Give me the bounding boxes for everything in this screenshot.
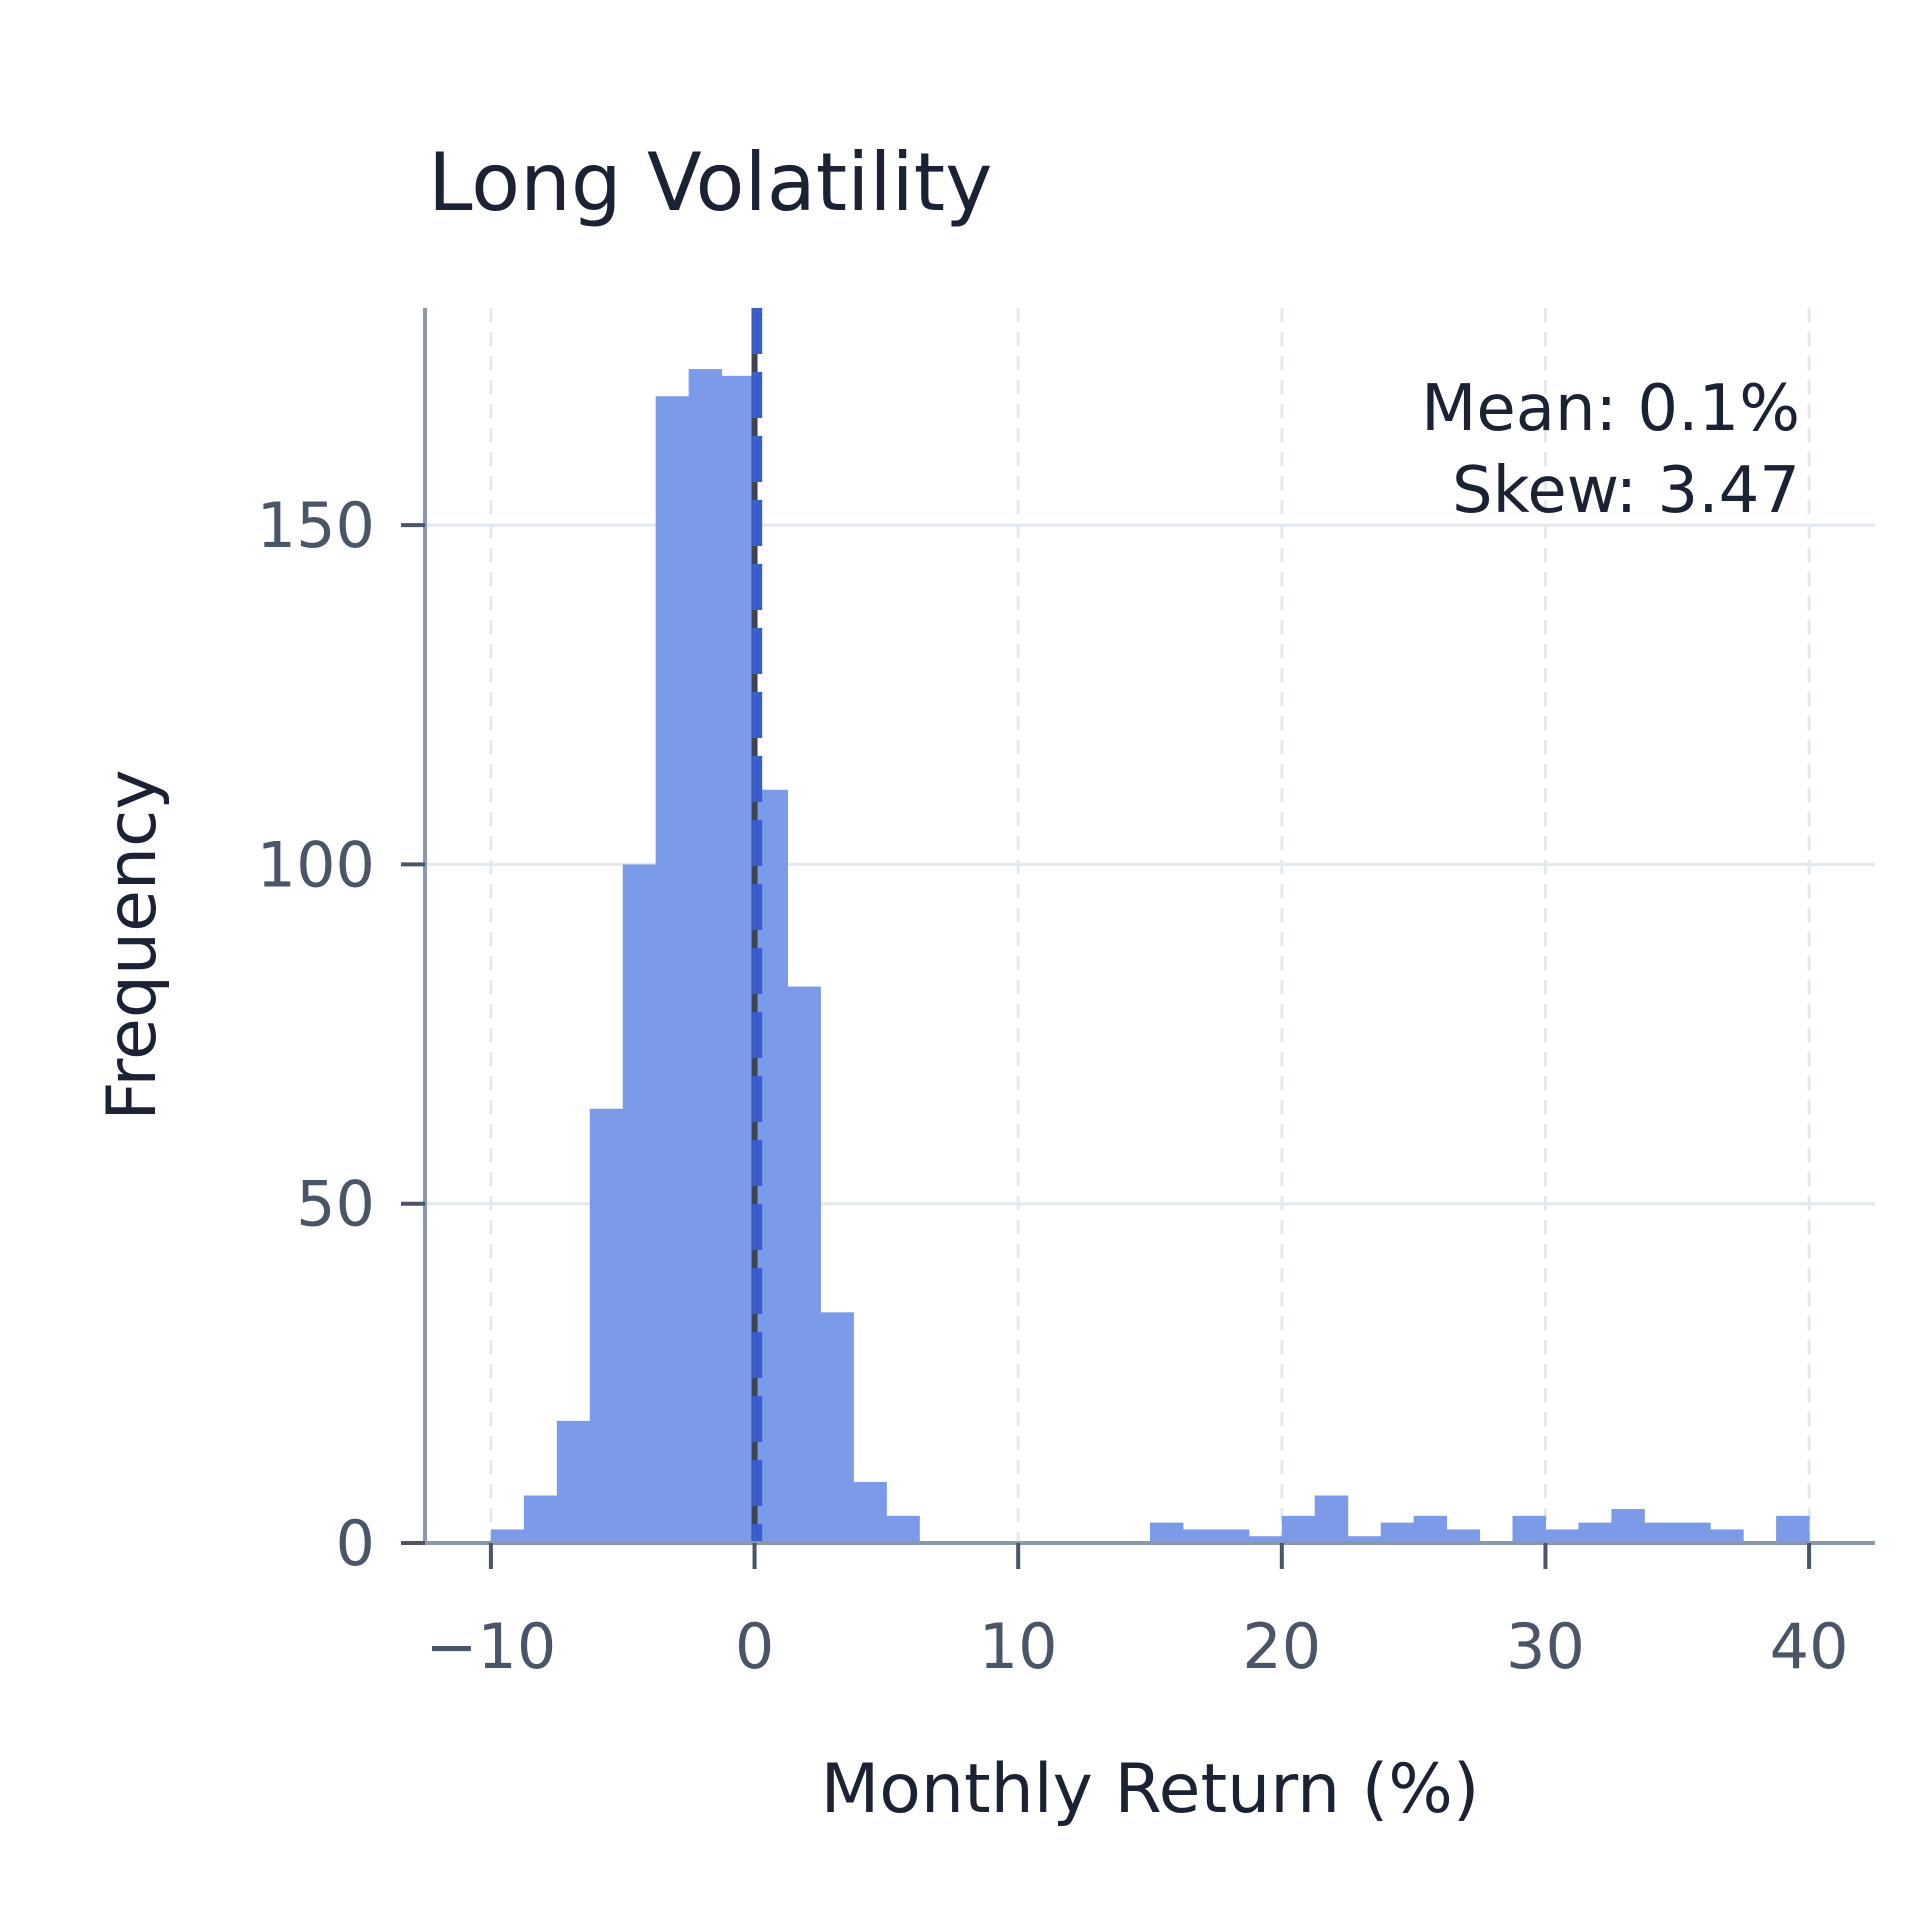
- histogram-bar: [1611, 1509, 1645, 1543]
- histogram-bar: [721, 375, 756, 1543]
- histogram-bar: [1150, 1522, 1184, 1543]
- histogram-bar: [589, 1108, 624, 1543]
- y-axis-label: Frequency: [93, 769, 172, 1120]
- y-tick-label: 100: [257, 828, 375, 901]
- histogram-bar: [1644, 1522, 1678, 1543]
- histogram-bar: [853, 1481, 887, 1543]
- histogram-bar: [1677, 1522, 1711, 1543]
- y-tick-label: 150: [257, 489, 375, 562]
- x-axis-label: Monthly Return (%): [821, 1750, 1480, 1829]
- histogram-bar: [1380, 1522, 1415, 1543]
- histogram-bar: [1314, 1495, 1349, 1543]
- histogram-bar: [1281, 1515, 1316, 1543]
- histogram-bar: [1710, 1529, 1744, 1543]
- histogram-bar: [1347, 1536, 1382, 1543]
- histogram-bar: [622, 864, 657, 1543]
- histogram-bar: [1776, 1515, 1810, 1543]
- histogram-bar: [1512, 1515, 1546, 1543]
- histogram-bar: [1446, 1529, 1481, 1543]
- x-tick-label: 0: [735, 1610, 774, 1683]
- histogram-bar: [1182, 1529, 1217, 1543]
- x-tick-label: 40: [1770, 1610, 1849, 1683]
- histogram-bar: [820, 1312, 854, 1543]
- histogram-bar: [886, 1515, 920, 1543]
- histogram-bar: [1578, 1522, 1612, 1543]
- histogram-bar: [688, 369, 723, 1544]
- reference-lines: [751, 308, 763, 1543]
- x-tick-label: 30: [1506, 1610, 1585, 1683]
- x-tick-label: −10: [425, 1610, 556, 1683]
- histogram-bar: [523, 1495, 558, 1543]
- y-tick-label: 50: [296, 1168, 375, 1241]
- x-tick-label: 20: [1242, 1610, 1321, 1683]
- tick-labels: 0 50 100 150 −10 0 10 20 30 40: [257, 489, 1849, 1683]
- histogram-bar: [1413, 1515, 1448, 1543]
- mean-annotation: Mean: 0.1%: [1421, 372, 1800, 446]
- chart-title: Long Volatility: [428, 136, 993, 229]
- histogram-bar: [787, 986, 821, 1543]
- axes: [423, 308, 1875, 1545]
- histogram-bar: [655, 396, 690, 1543]
- histogram-bar: [1248, 1536, 1283, 1543]
- histogram-bar: [1215, 1529, 1250, 1543]
- histogram-bar: [1545, 1529, 1579, 1543]
- histogram-bar: [556, 1420, 591, 1543]
- histogram-bars: [490, 369, 1810, 1544]
- y-tick-label: 0: [336, 1507, 375, 1580]
- x-tick-label: 10: [979, 1610, 1058, 1683]
- histogram-bar: [490, 1529, 525, 1543]
- skew-annotation: Skew: 3.47: [1452, 454, 1800, 528]
